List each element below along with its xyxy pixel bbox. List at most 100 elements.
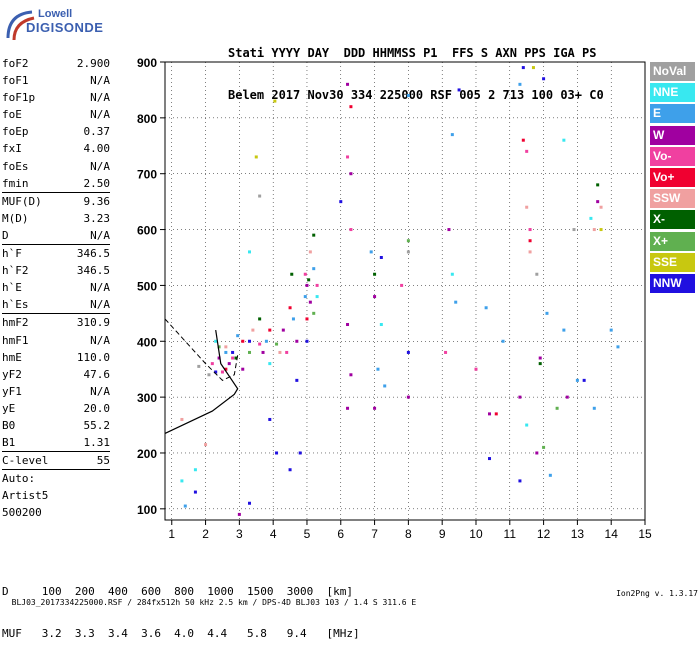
echo-point xyxy=(535,272,539,276)
param-row: fmin 2.50 xyxy=(2,175,110,193)
echo-point xyxy=(521,138,525,142)
legend-item-x: X- xyxy=(650,210,695,230)
echo-point xyxy=(447,228,451,232)
legend-item-nne: NNE xyxy=(650,83,695,103)
echo-point xyxy=(444,350,448,354)
legend-item-vo: Vo- xyxy=(650,146,695,166)
echo-point xyxy=(258,317,262,321)
series-x xyxy=(234,183,600,366)
param-value: N/A xyxy=(90,108,110,122)
x-tick-label: 11 xyxy=(504,527,517,541)
param-row: yE 20.0 xyxy=(2,400,110,417)
echo-point xyxy=(234,356,238,360)
polarization-legend: NoVal NNE E W Vo- Vo+ SSW X- X+ SSE NNW xyxy=(650,62,695,295)
echo-point xyxy=(312,311,316,315)
echo-point xyxy=(224,350,228,354)
param-row: foE N/A xyxy=(2,106,110,123)
muf-row: MUF 3.2 3.3 3.4 3.6 4.0 4.4 5.8 9.4 [MHz… xyxy=(2,627,360,640)
x-tick-label: 7 xyxy=(371,527,378,541)
x-axis-ticks: 1 2 3 4 5 6 7 8 9 10 11 12 13 14 15 xyxy=(168,520,652,541)
legend-item-nnw: NNW xyxy=(650,273,695,293)
param-label: yF1 xyxy=(2,384,22,398)
echo-point xyxy=(562,328,566,332)
x-tick-label: 1 xyxy=(168,527,175,541)
param-value: 346.5 xyxy=(76,264,110,278)
electron-density-profile xyxy=(164,330,239,434)
echo-point xyxy=(315,283,319,287)
param-value: 4.00 xyxy=(83,142,111,156)
x-tick-label: 15 xyxy=(638,527,652,541)
x-tick-label: 2 xyxy=(202,527,209,541)
param-label: fmin xyxy=(2,176,29,190)
echo-point xyxy=(303,272,307,276)
echo-point xyxy=(518,395,522,399)
echo-point xyxy=(217,345,221,349)
param-value: N/A xyxy=(90,159,110,173)
param-row: foEs N/A xyxy=(2,158,110,175)
echo-point xyxy=(521,66,525,70)
param-label: h`F xyxy=(2,247,22,261)
echo-point xyxy=(609,328,613,332)
echo-point xyxy=(454,300,458,304)
param-row: MUF(D) 9.36 xyxy=(2,193,110,210)
echo-point xyxy=(525,423,529,427)
echo-point xyxy=(373,272,377,276)
echo-point xyxy=(295,339,299,343)
echo-point xyxy=(305,283,309,287)
echo-point xyxy=(592,406,596,410)
param-row: yF2 47.6 xyxy=(2,366,110,383)
echo-point xyxy=(307,278,311,282)
echo-point xyxy=(406,350,410,354)
echo-point xyxy=(258,342,262,346)
param-value: N/A xyxy=(90,384,110,398)
echo-point xyxy=(254,155,258,159)
logo-text-digisonde: DIGISONDE xyxy=(26,20,104,35)
y-tick-label: 200 xyxy=(137,447,157,461)
param-value: 2.900 xyxy=(76,57,110,70)
param-value: 1.31 xyxy=(83,436,111,450)
param-label: foF1p xyxy=(2,91,36,105)
echo-point xyxy=(349,373,353,377)
echo-point xyxy=(261,350,265,354)
echo-point xyxy=(596,183,600,187)
echo-point xyxy=(369,250,373,254)
echo-point xyxy=(210,362,214,366)
echo-point xyxy=(562,138,566,142)
echo-point xyxy=(288,468,292,472)
param-value: N/A xyxy=(90,91,110,105)
software-version: Ion2Png v. 1.3.17 xyxy=(616,589,698,598)
echo-point xyxy=(518,479,522,483)
echo-point xyxy=(227,362,231,366)
echo-point xyxy=(589,216,593,220)
echo-point xyxy=(207,373,211,377)
echo-point xyxy=(518,82,522,86)
series-x xyxy=(217,239,559,449)
echo-point xyxy=(339,200,343,204)
chart-marks xyxy=(180,66,620,516)
echo-point xyxy=(278,350,282,354)
param-label: foE xyxy=(2,108,22,122)
param-value: 9.36 xyxy=(83,194,111,208)
echo-point xyxy=(575,378,579,382)
echo-point xyxy=(346,155,350,159)
echo-point xyxy=(488,457,492,461)
param-row: h`E N/A xyxy=(2,279,110,296)
param-value: 3.23 xyxy=(83,211,111,225)
echo-point xyxy=(346,82,350,86)
echo-point xyxy=(312,233,316,237)
echo-point xyxy=(237,512,241,516)
profile-traces xyxy=(164,318,239,434)
param-label: h`E xyxy=(2,281,22,295)
param-value: 55 xyxy=(96,454,110,468)
echo-point xyxy=(275,451,279,455)
param-label: Auto: xyxy=(2,472,36,486)
echo-point xyxy=(264,339,268,343)
param-row: yF1 N/A xyxy=(2,383,110,400)
echo-point xyxy=(373,295,377,299)
param-row: h`F 346.5 xyxy=(2,245,110,262)
series-noval xyxy=(197,194,576,377)
echo-point xyxy=(383,384,387,388)
echo-point xyxy=(217,356,221,360)
echo-point xyxy=(248,339,252,343)
echo-point xyxy=(484,306,488,310)
